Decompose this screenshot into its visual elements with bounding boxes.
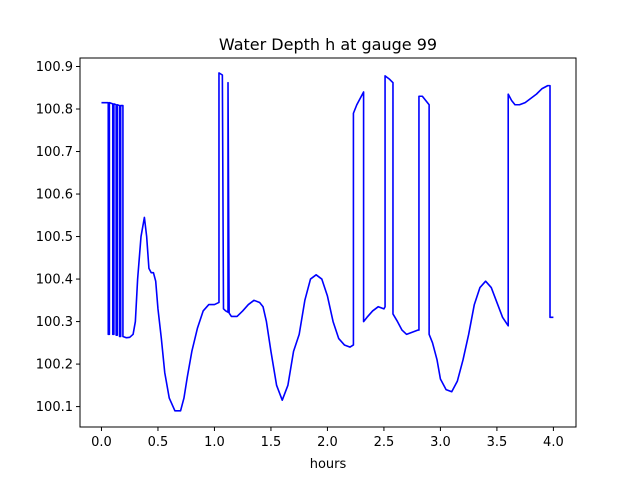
x-axis-label: hours	[310, 457, 347, 472]
chart-title: Water Depth h at gauge 99	[219, 35, 437, 54]
y-tick-label: 100.6	[36, 188, 73, 203]
x-tick-label: 1.5	[261, 435, 282, 450]
y-tick-label: 100.1	[36, 400, 73, 415]
x-tick-label: 0.5	[148, 435, 169, 450]
axes-frame	[79, 57, 577, 428]
y-tick-label: 100.5	[36, 230, 73, 245]
x-tick-label: 0.0	[91, 435, 112, 450]
y-tick-label: 100.3	[36, 315, 73, 330]
y-tick-label: 100.9	[36, 60, 73, 75]
y-tick-label: 100.8	[36, 103, 73, 118]
y-tick-label: 100.4	[36, 273, 73, 288]
x-tick-label: 3.0	[430, 435, 451, 450]
y-tick-label: 100.7	[36, 145, 73, 160]
y-tick-label: 100.2	[36, 358, 73, 373]
series-line	[101, 72, 554, 412]
x-tick-label: 1.0	[204, 435, 225, 450]
x-tick-label: 2.5	[374, 435, 395, 450]
x-tick-label: 4.0	[543, 435, 564, 450]
plot-area	[101, 72, 554, 412]
x-axis: 0.0 0.5 1.0 1.5 2.0 2.5 3.0 3.5 4.0	[91, 427, 564, 450]
x-tick-label: 3.5	[487, 435, 508, 450]
x-tick-label: 2.0	[317, 435, 338, 450]
y-axis: 100.1 100.2 100.3 100.4 100.5 100.6 100.7 100.8…	[36, 60, 80, 415]
